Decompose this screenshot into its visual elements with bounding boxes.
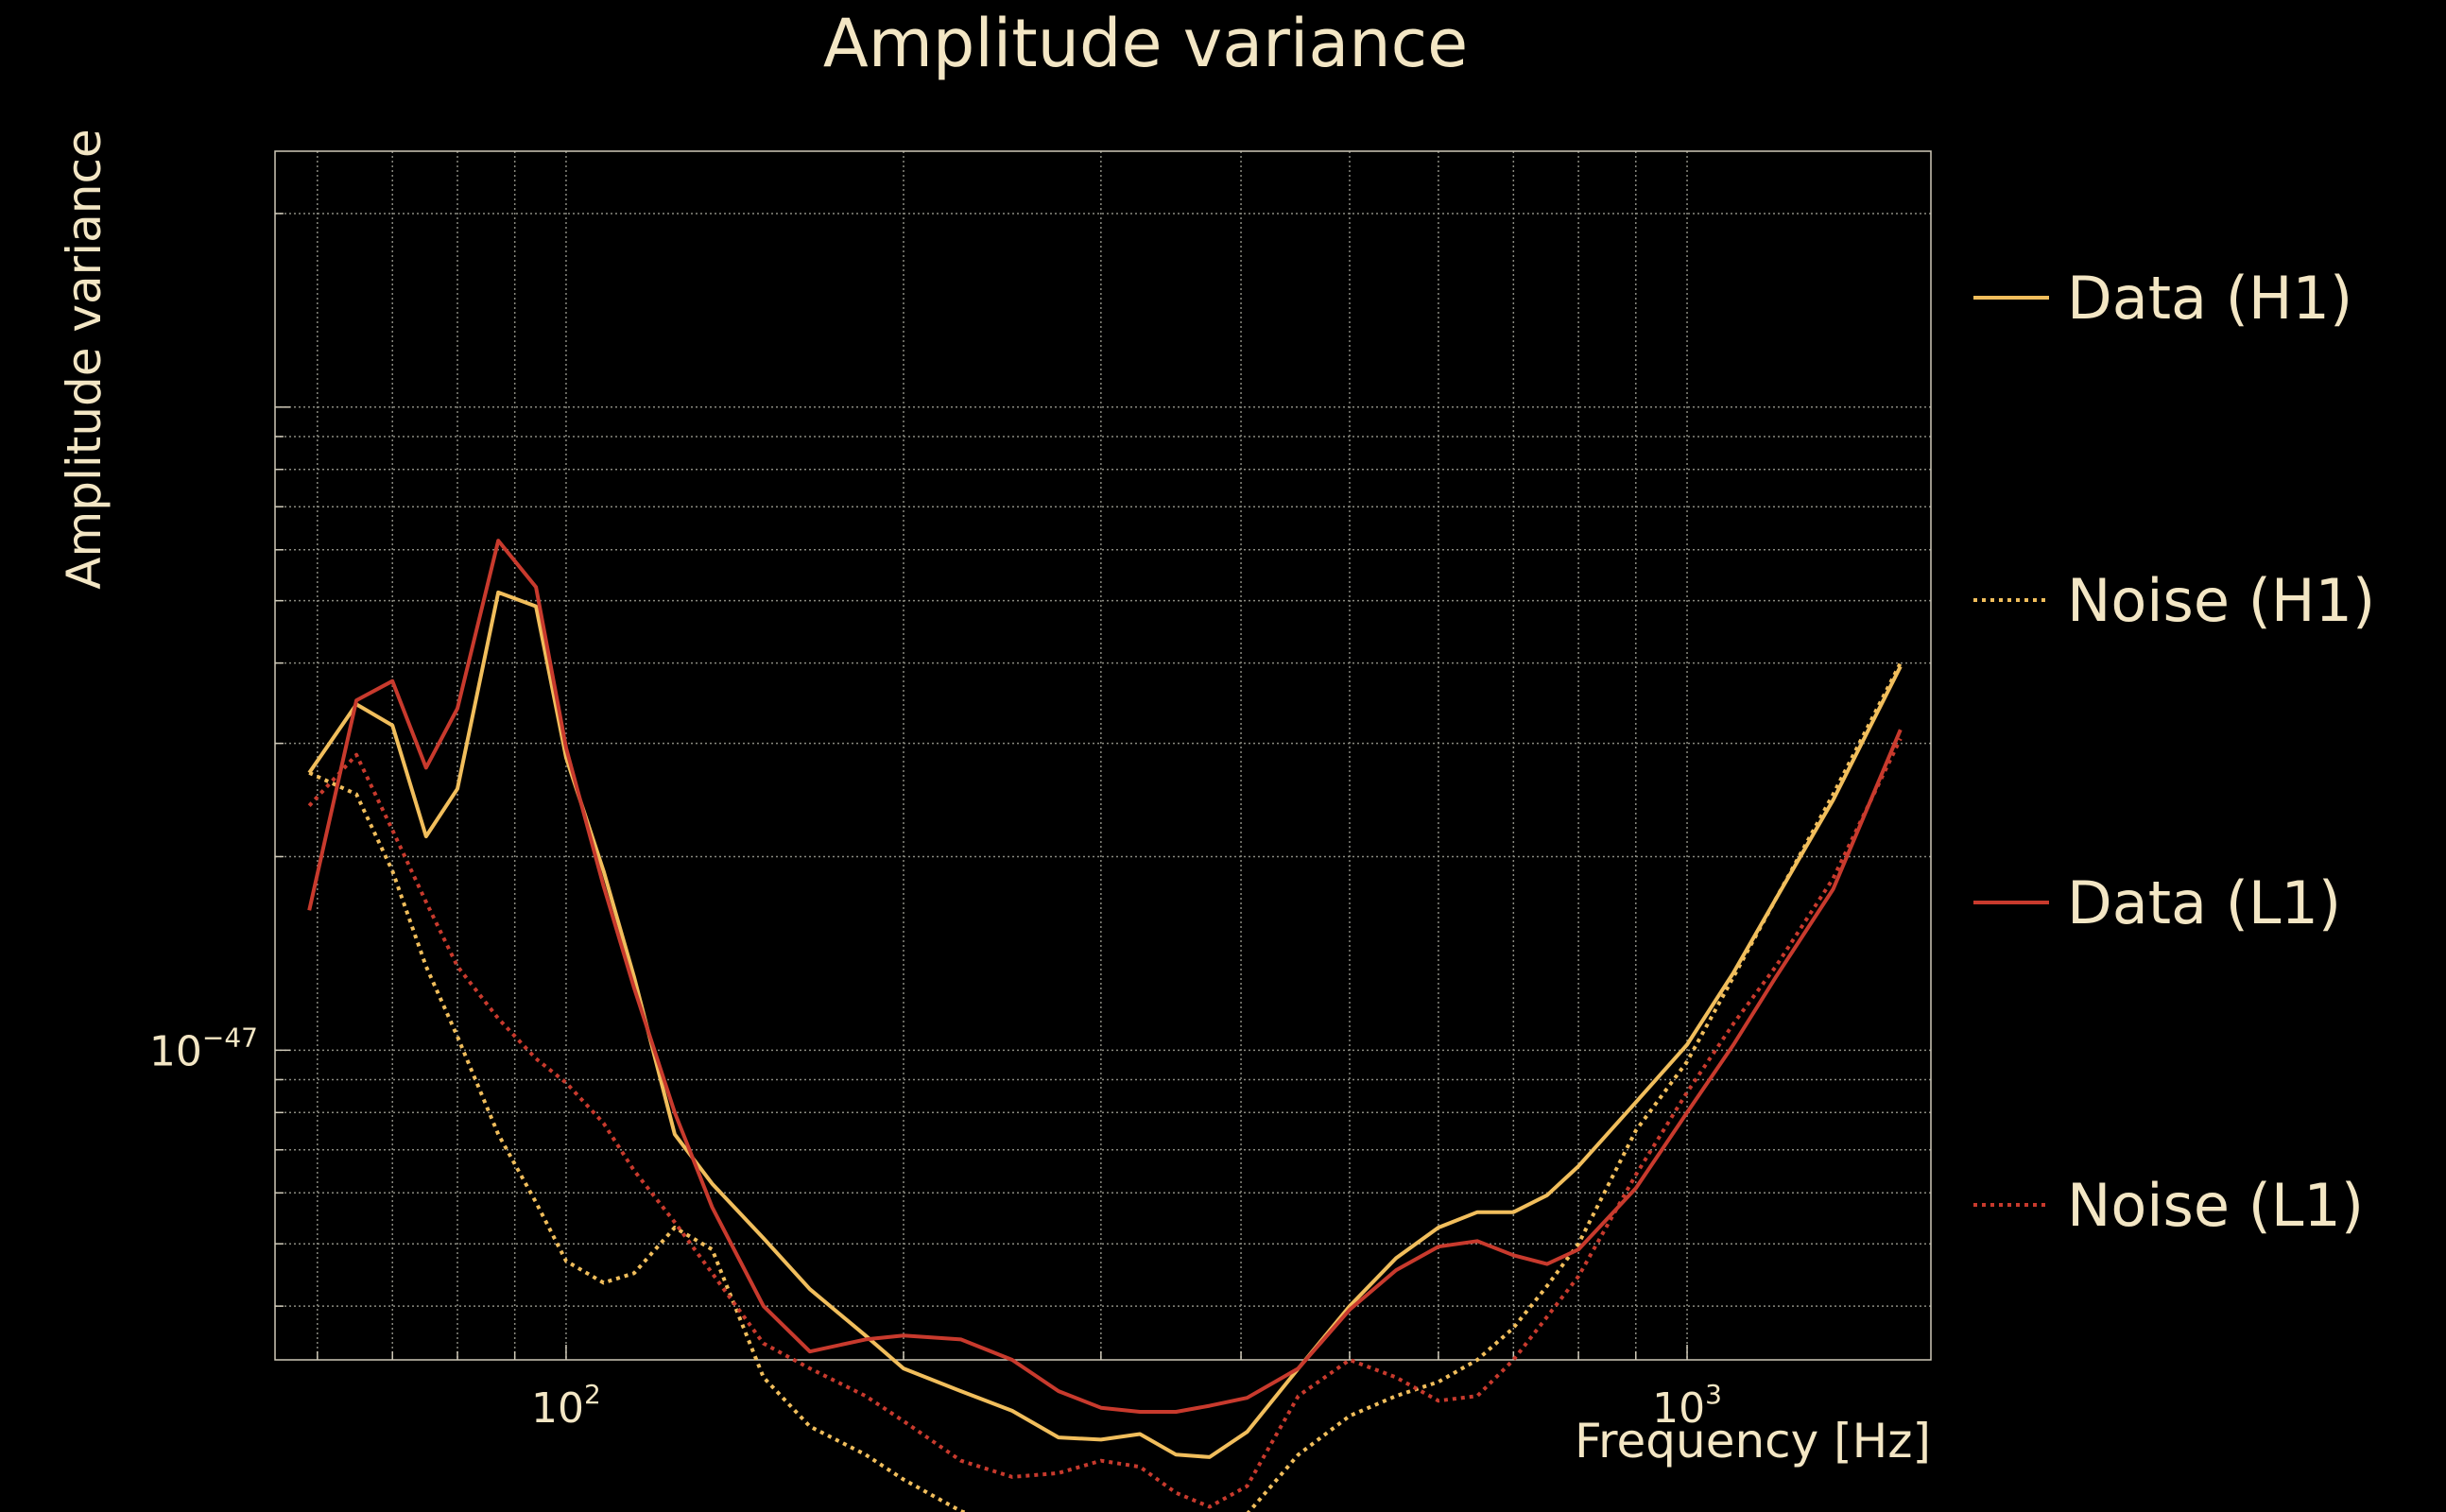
x-axis-label: Frequency [Hz] (1575, 1414, 1931, 1469)
y-tick-label: 10−47 (149, 1022, 258, 1075)
series-layer (307, 539, 1903, 1512)
y-axis-label: Amplitude variance (57, 129, 112, 589)
x-tick-label: 103 (1652, 1379, 1722, 1433)
legend-label-data-h1: Data (H1) (2067, 264, 2352, 333)
legend-label-noise-h1: Noise (H1) (2067, 566, 2375, 635)
plot-frame (274, 150, 1932, 1361)
legend-label-data-l1: Data (L1) (2067, 868, 2341, 937)
series-line-data-h1 (307, 590, 1903, 1459)
chart-title: Amplitude variance (823, 5, 1468, 82)
axis-ticks: 102 103 10−47 (149, 213, 1722, 1433)
legend-label-noise-l1: Noise (L1) (2067, 1171, 2364, 1240)
legend: Data (H1) Noise (H1) Data (L1) Noise (L1) (1973, 264, 2375, 1240)
series-line-data-l1 (307, 539, 1903, 1414)
series-line-noise-l1 (307, 737, 1903, 1509)
x-tick-label: 102 (531, 1379, 601, 1433)
